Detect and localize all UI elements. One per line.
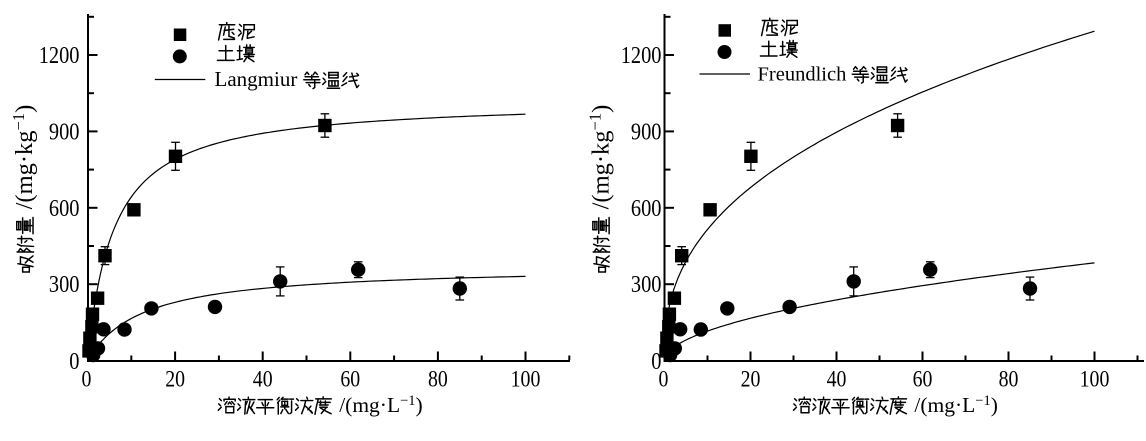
svg-text:1200: 1200	[39, 43, 80, 69]
svg-text:300: 300	[631, 272, 662, 298]
svg-text:40: 40	[827, 367, 847, 392]
svg-text:300: 300	[49, 272, 80, 298]
svg-text:100: 100	[511, 367, 541, 392]
svg-text:600: 600	[631, 196, 662, 222]
svg-text:60: 60	[913, 367, 933, 392]
svg-text:0: 0	[69, 349, 79, 375]
svg-text:Langmiur: Langmiur	[215, 67, 298, 91]
svg-text:20: 20	[165, 367, 185, 392]
svg-text:100: 100	[1080, 367, 1110, 392]
svg-text:40: 40	[253, 367, 273, 392]
svg-text:1200: 1200	[621, 43, 662, 69]
svg-text:80: 80	[428, 367, 448, 392]
svg-text:60: 60	[340, 367, 360, 392]
svg-text:/(mg·L−1): /(mg·L−1)	[339, 393, 423, 417]
svg-text:Freundlich: Freundlich	[758, 64, 847, 86]
svg-text:900: 900	[631, 119, 662, 145]
svg-text:600: 600	[49, 196, 80, 222]
svg-text:0: 0	[82, 367, 92, 392]
svg-text:80: 80	[999, 367, 1019, 392]
svg-text:0: 0	[651, 349, 661, 375]
svg-text:0: 0	[659, 367, 669, 392]
svg-text:900: 900	[49, 119, 80, 145]
svg-text:20: 20	[741, 367, 761, 392]
